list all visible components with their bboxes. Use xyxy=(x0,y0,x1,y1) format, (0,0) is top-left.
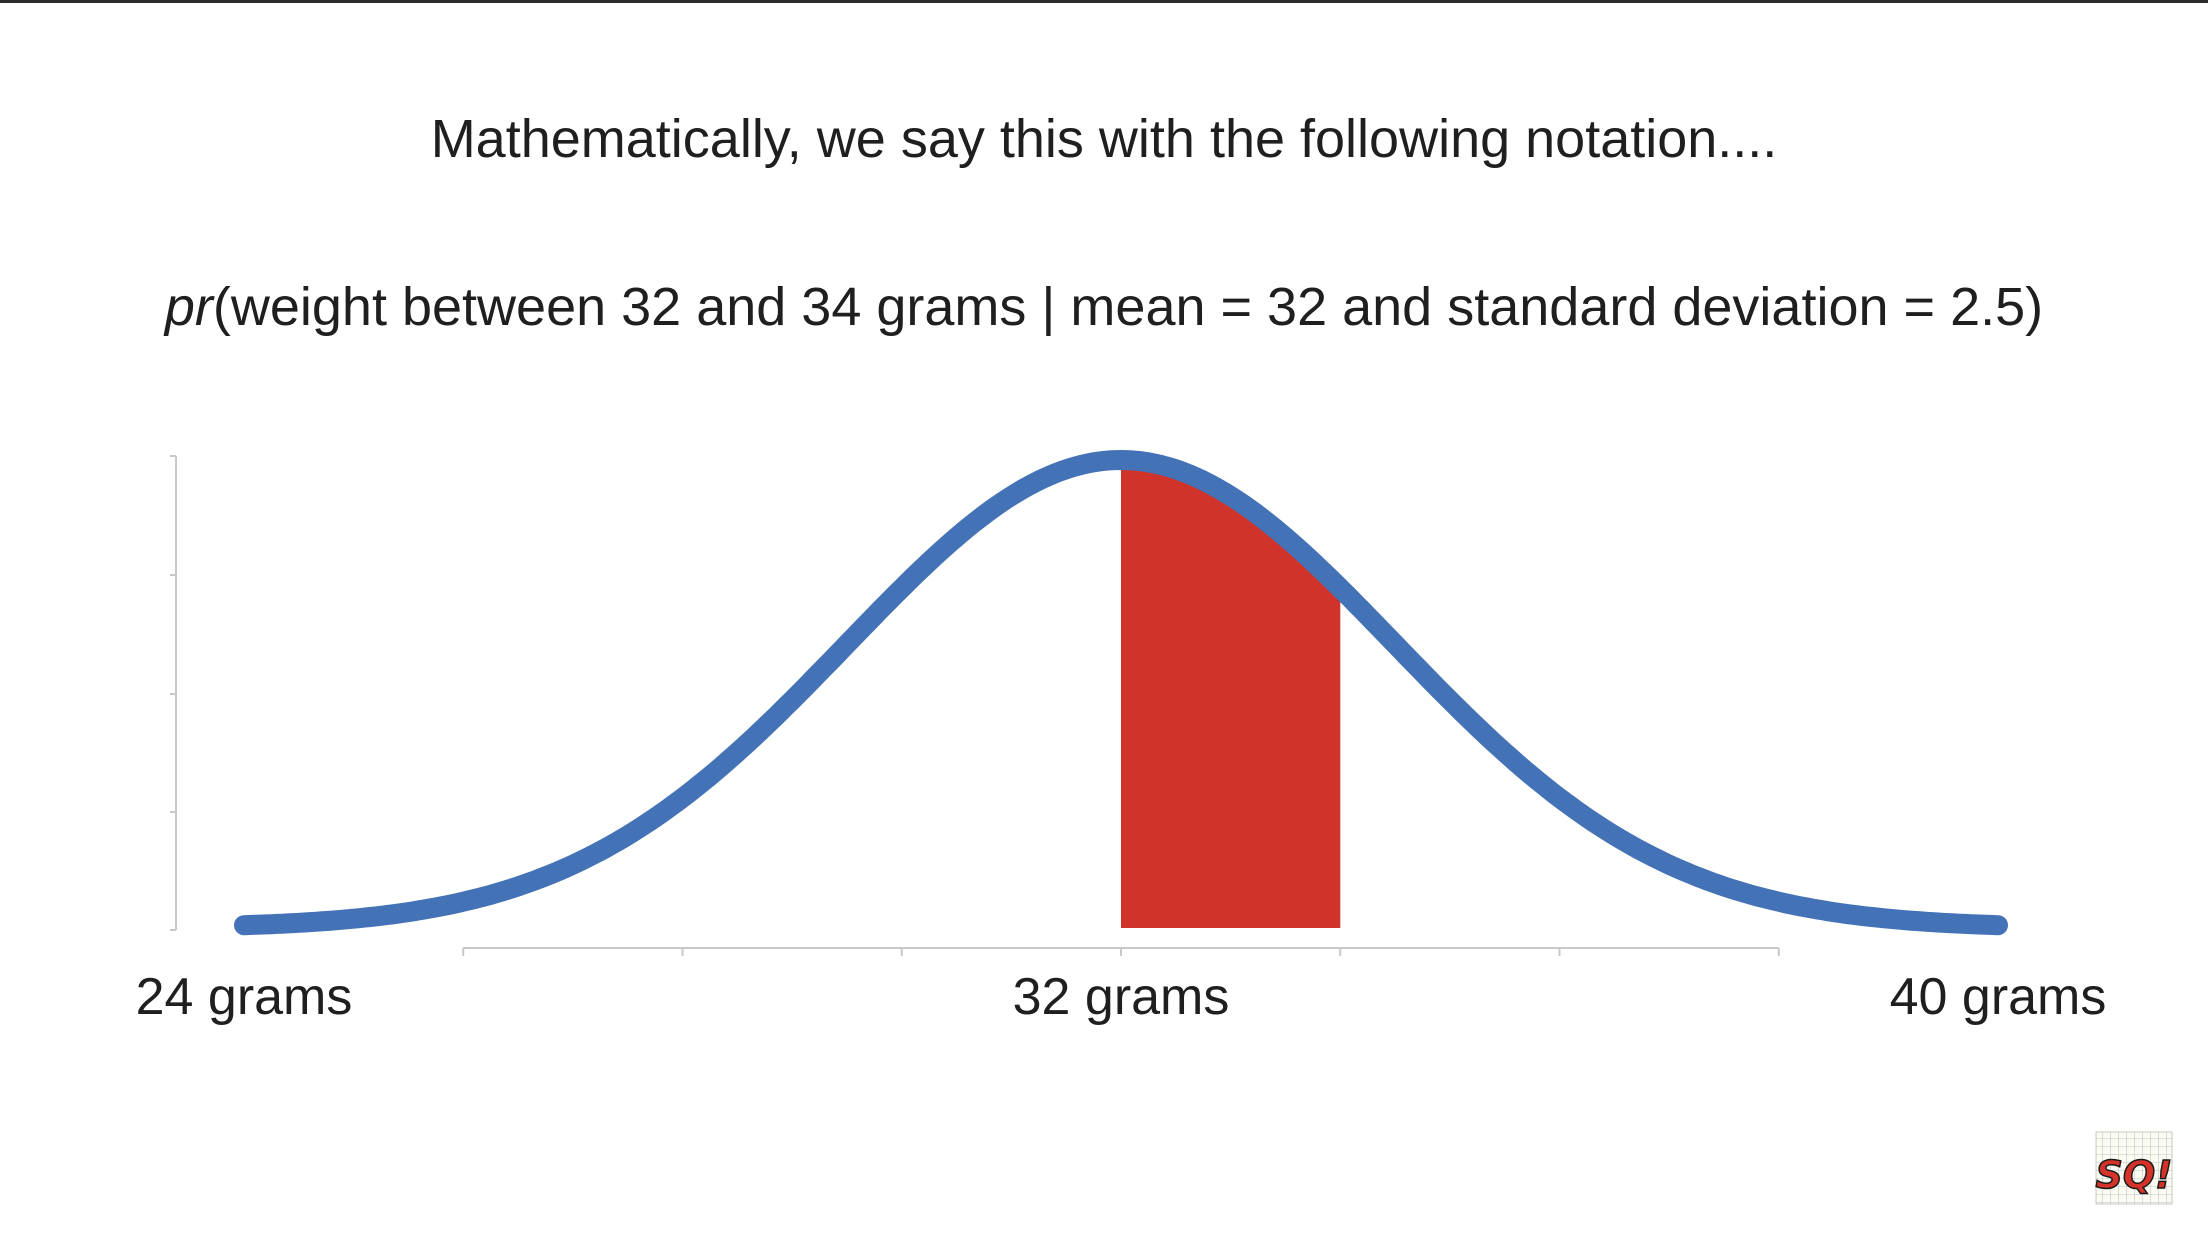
channel-logo-icon: SQ! xyxy=(2095,1131,2173,1205)
logo-text: SQ! xyxy=(2095,1153,2172,1197)
x-tick-label-40: 40 grams xyxy=(1890,968,2107,1026)
tick-labels: 24 grams 32 grams 40 grams xyxy=(136,968,2107,1026)
curve-group xyxy=(234,450,2008,936)
shaded-area-group xyxy=(1121,460,1341,928)
shaded-probability-area xyxy=(1121,460,1341,928)
probability-notation: pr(weight between 32 and 34 grams | mean… xyxy=(0,272,2208,342)
x-axis xyxy=(462,947,1780,956)
notation-condition: (weight between 32 and 34 grams | mean =… xyxy=(212,277,2044,337)
y-axis xyxy=(170,455,177,931)
notation-function: pr xyxy=(164,277,213,337)
x-tick-label-24: 24 grams xyxy=(136,968,353,1026)
normal-curve-line xyxy=(234,450,2008,936)
top-border xyxy=(0,0,2208,3)
slide-heading: Mathematically, we say this with the fol… xyxy=(430,109,1778,169)
x-tick-label-32: 32 grams xyxy=(1013,968,1230,1026)
